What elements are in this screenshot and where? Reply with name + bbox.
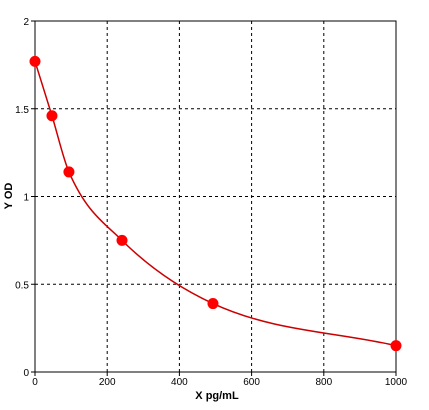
grid-layer: [35, 21, 396, 372]
x-tick-label: 400: [171, 377, 188, 388]
tick-layer: 0 200 400 600 800 1000 0 0.5 1 1.5 2: [15, 17, 407, 388]
x-axis-title: X pg/mL: [195, 390, 239, 402]
y-tick-label: 1: [23, 193, 29, 204]
x-tick-label: 0: [32, 377, 38, 388]
x-tick-label: 800: [315, 377, 332, 388]
data-point: [63, 166, 75, 178]
y-tick-label: 1.5: [15, 105, 29, 116]
y-tick-label: 0: [23, 368, 29, 379]
data-point: [207, 298, 219, 310]
y-axis-title: Y OD: [3, 183, 15, 210]
x-tick-label: 200: [99, 377, 116, 388]
data-point: [390, 340, 402, 352]
x-tick-label: 600: [243, 377, 260, 388]
data-point: [116, 234, 128, 246]
y-tick-label: 2: [23, 17, 29, 28]
y-tick-label: 0.5: [15, 280, 29, 291]
data-point: [29, 55, 41, 67]
data-point: [46, 110, 58, 122]
x-tick-label: 1000: [385, 377, 408, 388]
point-layer: [29, 55, 402, 352]
